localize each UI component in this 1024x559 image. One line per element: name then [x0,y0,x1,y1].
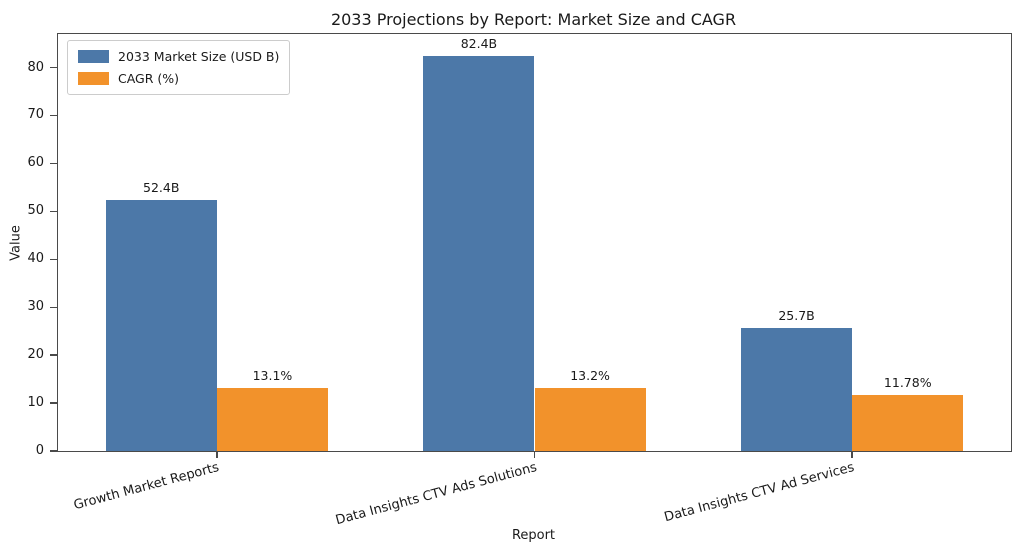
bar-value-label: 11.78% [883,374,932,390]
y-tick-label: 60 [27,155,44,171]
market-size-swatch-icon [78,50,109,63]
bar-cagr-0 [216,388,328,451]
y-tick-mark [50,162,57,165]
bar-market-size-0 [105,199,217,451]
x-tick-mark [533,451,536,458]
y-tick-label: 50 [27,203,44,219]
bar-value-label: 25.7B [778,307,815,323]
x-tick-mark [851,451,853,458]
y-tick-mark [50,354,57,356]
x-axis-label: Report [511,528,556,543]
legend: 2033 Market Size (USD B) CAGR (%) [67,40,291,95]
y-tick-label: 80 [27,59,44,75]
y-tick-label: 40 [27,251,44,267]
y-tick-mark [50,258,57,260]
chart-title: 2033 Projections by Report: Market Size … [330,10,737,29]
x-tick-label: Growth Market Reports [72,460,221,514]
x-tick-label: Data Insights CTV Ads Solutions [333,460,539,529]
plot-area: Value 2033 Market Size (USD B) CAGR (%) … [9,33,1012,528]
legend-label-market-size: 2033 Market Size (USD B) [118,49,280,64]
y-tick-label: 10 [27,395,44,411]
y-tick-label: 0 [35,443,44,458]
bar-value-label: 13.2% [570,367,610,383]
bar-cagr-1 [534,387,646,451]
y-tick-mark [50,210,57,213]
bar-market-size-2 [740,327,853,451]
y-tick-mark [50,402,57,404]
y-tick-mark [50,306,57,308]
x-tick-mark [216,451,218,458]
y-tick-label: 20 [27,347,44,363]
bar-value-label: 82.4B [460,36,498,52]
y-tick-mark [50,450,57,452]
y-tick-label: 70 [27,107,44,123]
legend-item-market-size: 2033 Market Size (USD B) [78,49,279,64]
y-tick-mark [50,114,57,117]
bar-value-label: 13.1% [252,368,293,384]
legend-item-cagr: CAGR (%) [78,71,279,86]
bar-cagr-2 [852,394,964,451]
y-tick-mark [50,66,57,69]
y-tick-label: 30 [27,299,44,315]
bar-market-size-1 [423,56,535,451]
legend-label-cagr: CAGR (%) [118,71,180,86]
x-tick-label: Data Insights CTV Ad Services [662,460,857,526]
cagr-swatch-icon [78,72,109,85]
bar-value-label: 52.4B [143,179,180,195]
